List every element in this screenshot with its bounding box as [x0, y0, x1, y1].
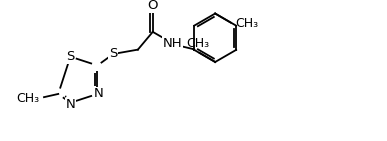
Text: O: O: [147, 0, 158, 12]
Text: CH₃: CH₃: [17, 92, 40, 105]
Text: NH: NH: [163, 37, 183, 50]
Text: CH₃: CH₃: [235, 17, 258, 30]
Text: CH₃: CH₃: [187, 37, 210, 50]
Text: N: N: [65, 98, 75, 111]
Text: S: S: [66, 50, 75, 63]
Text: S: S: [109, 48, 118, 60]
Text: N: N: [94, 87, 104, 100]
